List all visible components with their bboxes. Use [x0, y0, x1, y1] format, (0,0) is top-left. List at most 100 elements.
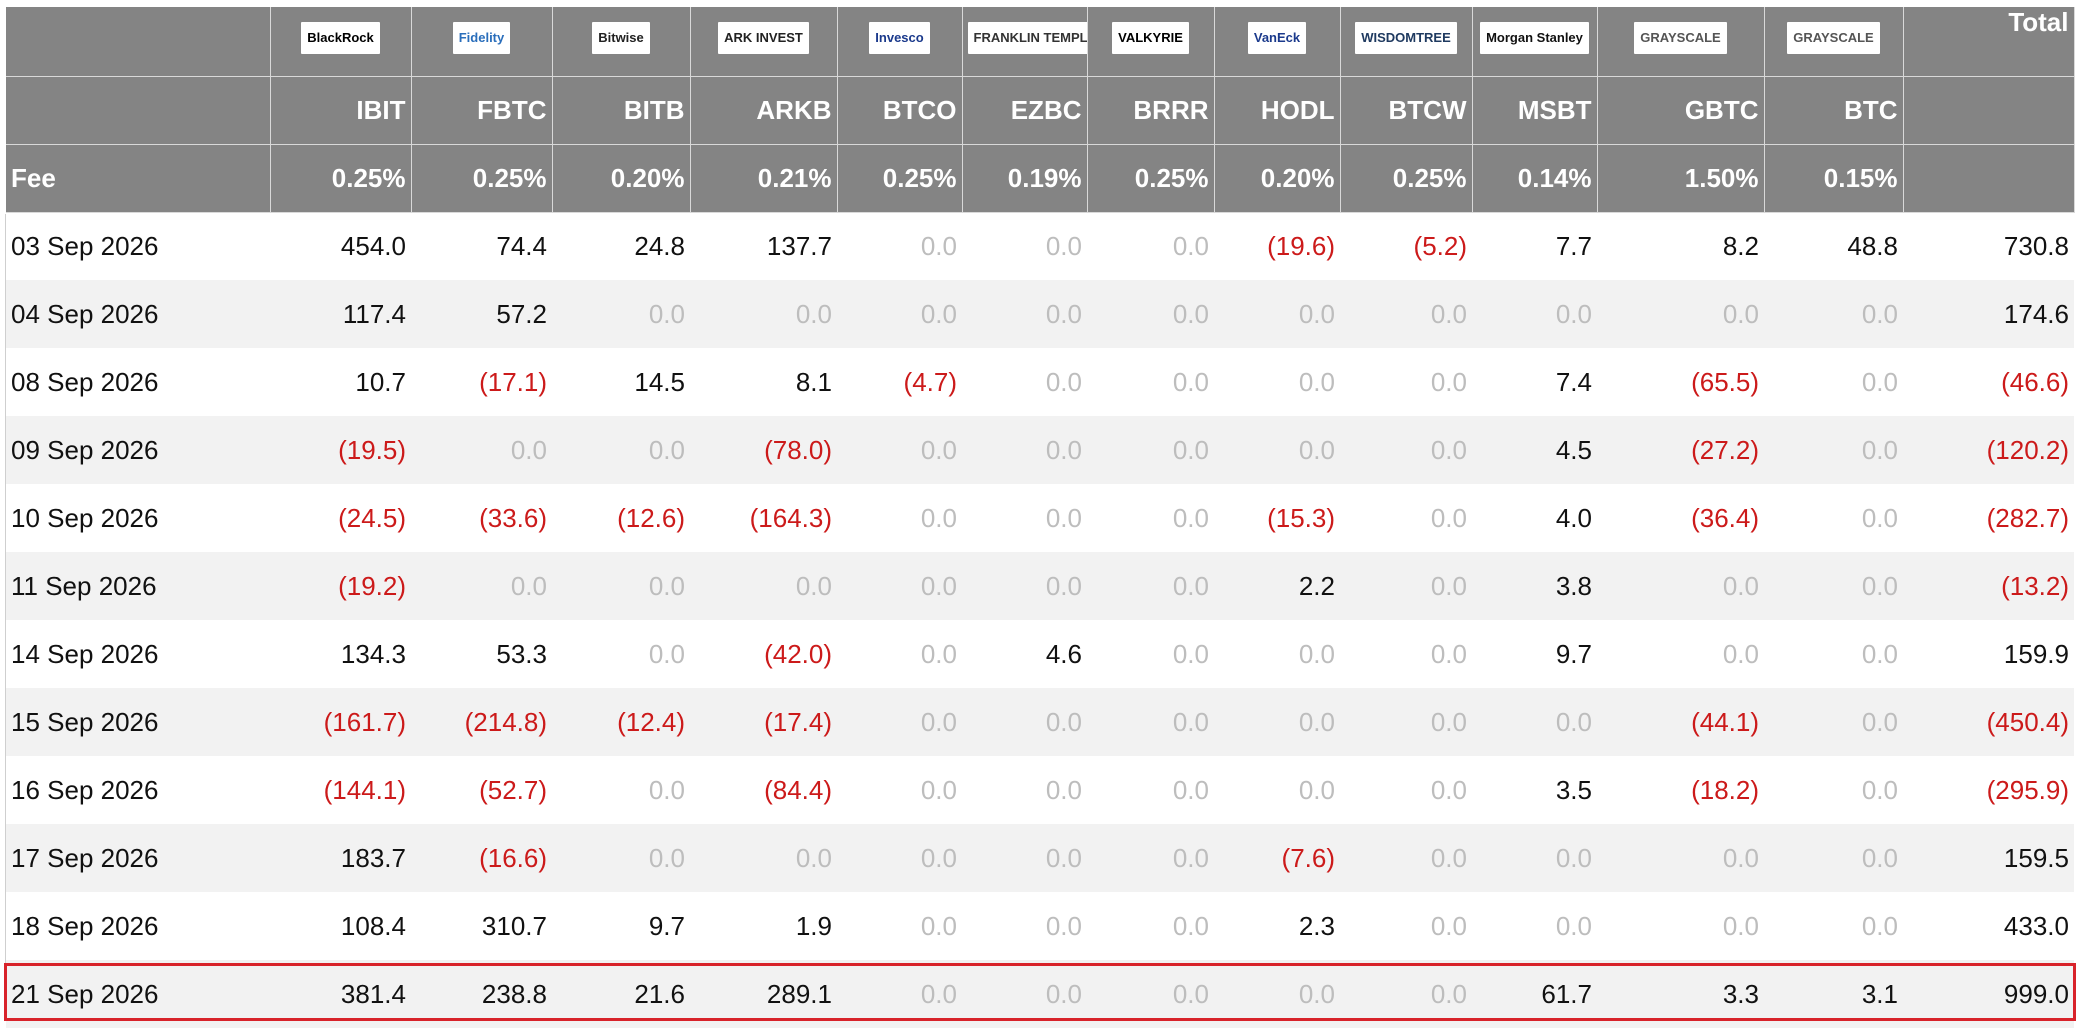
flow-value: 0.0 — [1087, 688, 1214, 756]
flow-value: 0.0 — [1087, 280, 1214, 348]
row-total: (295.9) — [1903, 756, 2074, 824]
flow-value: (17.4) — [690, 688, 837, 756]
flow-value: 4.0 — [1472, 484, 1597, 552]
flow-value: 0.0 — [1764, 416, 1903, 484]
row-total: 159.9 — [1903, 620, 2074, 688]
flow-value: 137.7 — [690, 212, 837, 280]
row-total: 159.5 — [1903, 824, 2074, 892]
flow-value: 0.0 — [837, 620, 962, 688]
issuer-logo: WISDOMTREE — [1355, 21, 1457, 54]
flow-value: (19.5) — [270, 416, 411, 484]
flow-value: 0.0 — [1764, 484, 1903, 552]
flow-value: 1.9 — [690, 892, 837, 960]
issuer-logo: ARK INVEST — [718, 21, 809, 54]
table-row: 18 Sep 2026 108.4 310.7 9.7 1.9 0.0 0.0 0.0 2.3 0… — [6, 892, 2074, 960]
flow-value: 0.0 — [962, 416, 1087, 484]
flow-value: 0.0 — [1340, 552, 1472, 620]
flow-value: 0.0 — [1214, 620, 1340, 688]
flow-value: (65.5) — [1597, 348, 1764, 416]
flow-value: 0.0 — [962, 280, 1087, 348]
flow-value: 0.0 — [962, 552, 1087, 620]
flow-value: 0.0 — [837, 212, 962, 280]
flows-body: 03 Sep 2026 454.0 74.4 24.8 137.7 0.0 0.0 0.0 (1… — [6, 212, 2074, 1028]
issuer-logo: FRANKLIN TEMPLETON — [967, 21, 1086, 54]
flow-value: 0.0 — [837, 756, 962, 824]
issuer-logo-cell: GRAYSCALE — [1597, 7, 1765, 77]
flow-value: 3.5 — [1472, 756, 1597, 824]
flow-value: (33.6) — [411, 484, 552, 552]
flow-value: (164.3) — [690, 484, 837, 552]
fee-value: 0.21% — [690, 144, 838, 213]
flow-value: 0.0 — [1087, 552, 1214, 620]
row-total: 730.8 — [1903, 212, 2074, 280]
flow-value: 134.3 — [270, 620, 411, 688]
flow-value: 0.0 — [1214, 688, 1340, 756]
row-date: 08 Sep 2026 — [6, 348, 270, 416]
ticker-header: BTCO — [837, 76, 963, 145]
flow-value: 3.3 — [1597, 960, 1764, 1028]
flow-value: 0.0 — [1764, 348, 1903, 416]
flow-value: (16.6) — [411, 824, 552, 892]
flow-value: 0.0 — [1764, 620, 1903, 688]
flow-value: 0.0 — [690, 552, 837, 620]
flow-value: 0.0 — [1087, 620, 1214, 688]
flow-value: 0.0 — [1214, 280, 1340, 348]
flow-value: 0.0 — [837, 552, 962, 620]
table-row: 03 Sep 2026 454.0 74.4 24.8 137.7 0.0 0.0 0.0 (1… — [6, 212, 2074, 280]
flow-value: 0.0 — [1597, 824, 1764, 892]
row-total: 174.6 — [1903, 280, 2074, 348]
issuer-logo: Bitwise — [592, 21, 650, 54]
flow-value: 0.0 — [1087, 824, 1214, 892]
flow-value: 0.0 — [1087, 212, 1214, 280]
flow-value: 0.0 — [1764, 552, 1903, 620]
flow-value: 0.0 — [1472, 280, 1597, 348]
flow-value: 7.7 — [1472, 212, 1597, 280]
flow-value: 0.0 — [411, 416, 552, 484]
flow-value: 0.0 — [1340, 416, 1472, 484]
fee-value: 0.25% — [1087, 144, 1215, 213]
flow-value: 14.5 — [552, 348, 690, 416]
fee-value: 0.19% — [962, 144, 1088, 213]
flow-value: 381.4 — [270, 960, 411, 1028]
row-date: 18 Sep 2026 — [6, 892, 270, 960]
issuer-logo-cell: FRANKLIN TEMPLETON — [962, 7, 1088, 77]
row-total: 999.0 — [1903, 960, 2074, 1028]
flow-value: 9.7 — [1472, 620, 1597, 688]
flow-value: 9.7 — [552, 892, 690, 960]
flow-value: (12.6) — [552, 484, 690, 552]
corner-cell — [6, 7, 271, 77]
flow-value: 289.1 — [690, 960, 837, 1028]
row-date: 21 Sep 2026 — [6, 960, 270, 1028]
row-date: 04 Sep 2026 — [6, 280, 270, 348]
row-date: 03 Sep 2026 — [6, 212, 270, 280]
flow-value: 8.2 — [1597, 212, 1764, 280]
ticker-header: BTCW — [1340, 76, 1473, 145]
fee-value: 0.25% — [837, 144, 963, 213]
ticker-header: EZBC — [962, 76, 1088, 145]
flow-value: 24.8 — [552, 212, 690, 280]
flow-value: 8.1 — [690, 348, 837, 416]
row-date: 14 Sep 2026 — [6, 620, 270, 688]
flow-value: 0.0 — [837, 280, 962, 348]
flow-value: 0.0 — [552, 416, 690, 484]
flow-value: (17.1) — [411, 348, 552, 416]
issuer-logo: GRAYSCALE — [1787, 21, 1880, 54]
flow-value: 0.0 — [1764, 756, 1903, 824]
flow-value: 0.0 — [837, 824, 962, 892]
flow-value: (84.4) — [690, 756, 837, 824]
issuer-logo-row: BlackRock Fidelity Bitwise ARK INVEST Invesc… — [6, 7, 2075, 77]
total-header: Total — [1903, 7, 2075, 77]
table-row: 10 Sep 2026 (24.5) (33.6) (12.6) (164.3) 0.0 0… — [6, 484, 2074, 552]
ticker-header: ARKB — [690, 76, 838, 145]
flow-value: (36.4) — [1597, 484, 1764, 552]
flow-value: 0.0 — [1214, 756, 1340, 824]
flow-value: 0.0 — [837, 892, 962, 960]
fee-value: 0.14% — [1472, 144, 1598, 213]
flow-value: 0.0 — [962, 824, 1087, 892]
row-date: 10 Sep 2026 — [6, 484, 270, 552]
ticker-header: BITB — [552, 76, 691, 145]
issuer-logo: BlackRock — [301, 21, 380, 54]
flow-value: 310.7 — [411, 892, 552, 960]
flow-value: 0.0 — [1597, 892, 1764, 960]
flow-value: (52.7) — [411, 756, 552, 824]
